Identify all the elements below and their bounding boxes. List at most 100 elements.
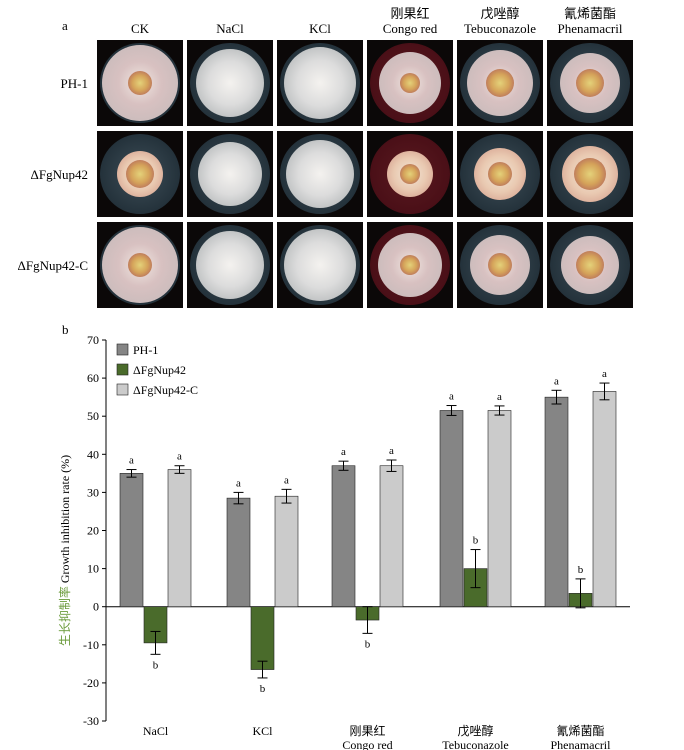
petri-plate-image <box>457 40 543 126</box>
petri-plate-image <box>187 40 273 126</box>
petri-plate-image <box>547 40 633 126</box>
petri-plate-image <box>277 40 363 126</box>
pigmented-center <box>488 162 512 186</box>
petri-plate-image <box>367 40 453 126</box>
petri-plate-image <box>547 131 633 217</box>
column-label-en: Phenamacril <box>557 21 623 36</box>
significance-label: a <box>129 455 134 467</box>
bar <box>331 465 356 607</box>
y-tick-label: -10 <box>83 638 99 652</box>
column-label-cn: 戊唑醇 <box>480 6 520 21</box>
panel-a-plate-images: a CK NaCl KCl 刚果红 Congo red 戊唑醇 Tebuconazole 氰烯… <box>0 0 684 320</box>
bar <box>226 497 251 608</box>
x-category-label-en: Phenamacril <box>551 738 612 750</box>
x-category-label-en: Congo red <box>342 738 392 750</box>
pigmented-center <box>574 158 606 190</box>
bar <box>487 410 512 607</box>
bar <box>167 469 192 607</box>
pigmented-center <box>576 251 604 279</box>
bar <box>250 606 275 670</box>
x-category-label: 刚果红 <box>349 723 385 738</box>
column-label-cn <box>180 6 280 21</box>
row-label: PH-1 <box>60 76 88 91</box>
petri-plate-image <box>97 40 183 126</box>
y-tick-label: 0 <box>93 600 99 614</box>
y-tick-label: -30 <box>83 714 99 728</box>
column-label-en: KCl <box>309 21 331 36</box>
legend-label: ΔFgNup42-C <box>133 383 198 397</box>
bar <box>439 410 464 607</box>
legend-label: PH-1 <box>133 343 158 357</box>
legend-swatch <box>116 343 129 356</box>
pigmented-center <box>488 253 512 277</box>
y-tick-label: 60 <box>87 371 99 385</box>
legend-swatch <box>116 383 129 396</box>
petri-plate-image <box>277 222 363 308</box>
column-label: KCl <box>270 6 370 36</box>
panel-a-label: a <box>62 18 68 33</box>
pigmented-center <box>576 69 604 97</box>
pigmented-center <box>128 253 152 277</box>
pigmented-center <box>486 69 514 97</box>
column-label-en: Congo red <box>382 21 438 36</box>
x-category-label: NaCl <box>143 724 169 738</box>
column-label-cn: 刚果红 <box>390 6 430 21</box>
growth-inhibition-chart: b -30 -20 -10 0 10 20 30 40 50 60 70 生长抑制率 Growth in… <box>57 322 630 750</box>
significance-label: a <box>284 474 289 486</box>
x-category-label: KCl <box>252 724 273 738</box>
column-label-cn <box>90 6 190 21</box>
petri-plate-image <box>457 131 543 217</box>
fungal-colony <box>196 49 264 117</box>
row-label: ΔFgNup42 <box>30 167 88 182</box>
column-label-cn: 氰烯菌酯 <box>563 6 616 21</box>
petri-plate-image <box>97 131 183 217</box>
y-axis-title-en: Growth inhibition rate (%) <box>58 455 72 583</box>
pigmented-center <box>400 164 420 184</box>
fungal-colony <box>196 231 264 299</box>
column-label-en: CK <box>130 21 150 36</box>
column-label: NaCl <box>180 6 280 36</box>
y-tick-label: 20 <box>87 524 99 538</box>
bar <box>119 473 144 608</box>
row-label: ΔFgNup42-C <box>17 258 88 273</box>
fungal-colony <box>284 229 356 301</box>
significance-label: a <box>554 375 559 387</box>
significance-label: a <box>389 445 394 457</box>
column-label: 戊唑醇 Tebuconazole <box>450 6 550 36</box>
significance-label: a <box>449 391 454 403</box>
petri-plate-image <box>187 222 273 308</box>
y-tick-label: 40 <box>87 447 99 461</box>
fungal-colony <box>198 142 262 206</box>
column-label: 氰烯菌酯 Phenamacril <box>540 6 640 36</box>
y-tick-label: 30 <box>87 485 99 499</box>
y-axis-title: 生长抑制率 Growth inhibition rate (%) <box>57 455 72 646</box>
panel-b-label: b <box>62 322 69 337</box>
column-label-en: Tebuconazole <box>464 21 536 36</box>
significance-label: b <box>260 683 266 695</box>
legend-swatch <box>116 363 129 376</box>
significance-label: a <box>177 451 182 463</box>
y-tick-label: 50 <box>87 409 99 423</box>
significance-label: b <box>578 564 584 576</box>
y-axis-title-cn: 生长抑制率 <box>57 583 72 646</box>
petri-plate-image <box>367 222 453 308</box>
significance-label: a <box>341 446 346 458</box>
column-label: CK <box>90 6 190 36</box>
legend-label: ΔFgNup42 <box>133 363 186 377</box>
y-tick-label: 70 <box>87 333 99 347</box>
pigmented-center <box>128 71 152 95</box>
petri-plate-image <box>367 131 453 217</box>
significance-label: b <box>153 659 159 671</box>
pigmented-center <box>126 160 154 188</box>
significance-label: b <box>365 638 371 650</box>
column-label-en: NaCl <box>216 21 244 36</box>
significance-label: a <box>497 391 502 403</box>
y-tick-label: -20 <box>83 676 99 690</box>
significance-label: a <box>602 368 607 380</box>
petri-plate-image <box>187 131 273 217</box>
x-category-label: 戊唑醇 <box>457 723 493 738</box>
x-category-label-en: Tebuconazole <box>442 738 508 750</box>
significance-label: b <box>473 535 479 547</box>
pigmented-center <box>400 73 420 93</box>
petri-plate-image <box>547 222 633 308</box>
